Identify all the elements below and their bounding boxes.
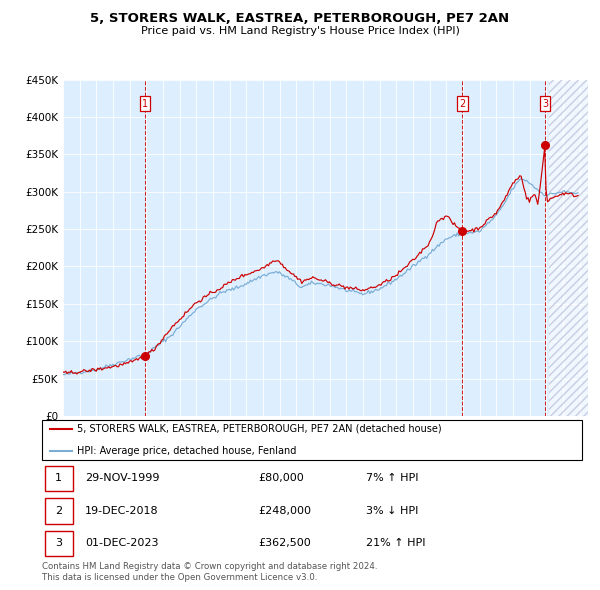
Text: £362,500: £362,500 (258, 539, 311, 548)
FancyBboxPatch shape (42, 420, 582, 460)
Text: 3: 3 (542, 99, 548, 109)
Text: £80,000: £80,000 (258, 474, 304, 483)
Text: 21% ↑ HPI: 21% ↑ HPI (366, 539, 425, 548)
Text: Price paid vs. HM Land Registry's House Price Index (HPI): Price paid vs. HM Land Registry's House … (140, 26, 460, 36)
Text: 3% ↓ HPI: 3% ↓ HPI (366, 506, 418, 516)
Text: HPI: Average price, detached house, Fenland: HPI: Average price, detached house, Fenl… (77, 447, 296, 457)
Text: 29-NOV-1999: 29-NOV-1999 (85, 474, 160, 483)
Text: 01-DEC-2023: 01-DEC-2023 (85, 539, 159, 548)
FancyBboxPatch shape (45, 466, 73, 491)
FancyBboxPatch shape (45, 498, 73, 524)
Text: 2: 2 (460, 99, 466, 109)
Text: Contains HM Land Registry data © Crown copyright and database right 2024.
This d: Contains HM Land Registry data © Crown c… (42, 562, 377, 582)
Text: 3: 3 (55, 539, 62, 548)
FancyBboxPatch shape (45, 530, 73, 556)
Text: 2: 2 (55, 506, 62, 516)
Text: 7% ↑ HPI: 7% ↑ HPI (366, 474, 419, 483)
Bar (549, 80, 588, 416)
Text: 19-DEC-2018: 19-DEC-2018 (85, 506, 159, 516)
Text: £248,000: £248,000 (258, 506, 311, 516)
Text: 5, STORERS WALK, EASTREA, PETERBOROUGH, PE7 2AN: 5, STORERS WALK, EASTREA, PETERBOROUGH, … (91, 12, 509, 25)
Text: 1: 1 (142, 99, 148, 109)
Text: 1: 1 (55, 474, 62, 483)
Text: 5, STORERS WALK, EASTREA, PETERBOROUGH, PE7 2AN (detached house): 5, STORERS WALK, EASTREA, PETERBOROUGH, … (77, 424, 442, 434)
